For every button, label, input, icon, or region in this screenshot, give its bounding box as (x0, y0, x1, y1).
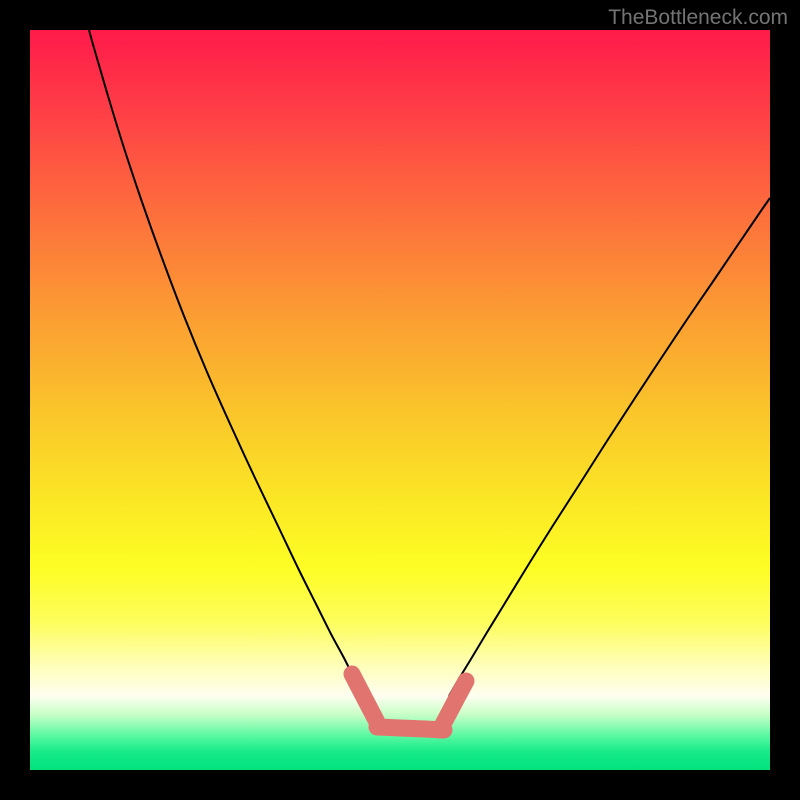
highlight-segment-0 (352, 674, 378, 724)
watermark-text: TheBottleneck.com (608, 6, 788, 30)
chart-lines-layer (30, 30, 770, 770)
bottleneck-curve-right (449, 198, 770, 696)
highlight-segment-2 (440, 681, 466, 730)
highlight-overlay (352, 674, 466, 730)
bottleneck-curve-left (89, 30, 364, 697)
chart-frame (30, 30, 770, 770)
